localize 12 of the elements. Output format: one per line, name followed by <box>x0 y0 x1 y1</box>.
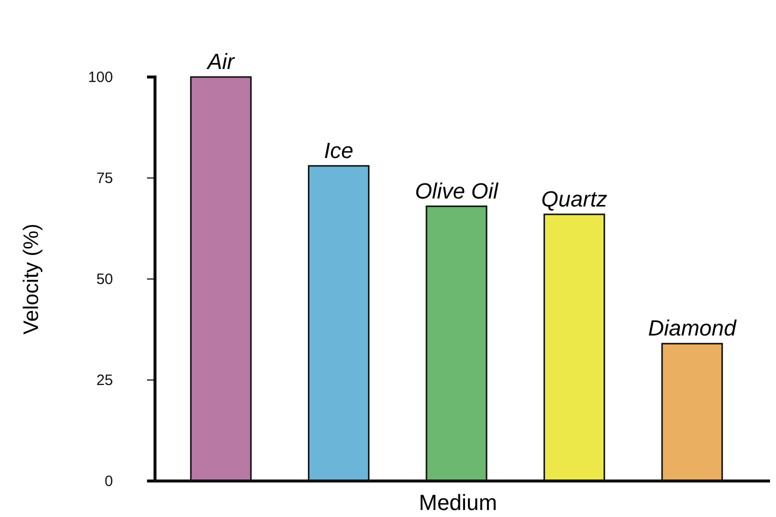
y-tick-label: 100 <box>88 68 113 86</box>
x-axis-title: Medium <box>418 490 498 515</box>
x-tick-label: Air <box>205 49 236 74</box>
x-tick-label: Quartz <box>541 186 608 212</box>
x-tick-label: Diamond <box>648 316 737 341</box>
x-tick-label: Olive Oil <box>414 178 500 204</box>
y-axis-title: Velocity (%) <box>20 224 43 334</box>
y-tick-label: 50 <box>96 270 113 288</box>
y-tick-label: 25 <box>96 372 113 389</box>
y-tick-label: 0 <box>104 472 113 490</box>
x-tick-label: Ice <box>324 138 354 163</box>
y-tick-label: 75 <box>96 170 113 187</box>
